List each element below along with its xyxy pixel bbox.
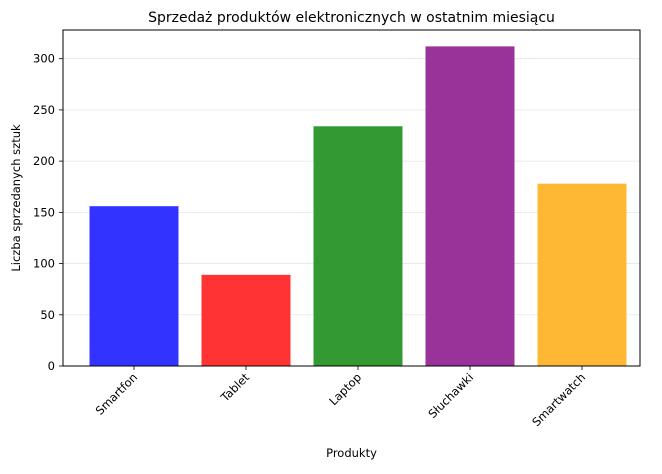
y-axis-label: Liczba sprzedanych sztuk [9,124,23,272]
x-axis-label: Produkty [326,446,377,460]
y-tick-label: 250 [33,103,55,117]
y-tick-label: 150 [33,205,55,219]
bar-słuchawki [425,46,515,366]
y-tick-label: 200 [33,154,55,168]
bar-laptop [313,126,403,366]
plot-area-frame [62,29,641,367]
y-tick-label: 50 [40,308,55,322]
bars [89,46,627,366]
bar-tablet [201,274,291,366]
x-tick-label: Laptop [326,370,364,408]
bar-smartwatch [537,183,627,366]
x-tick-label: Tablet [217,370,252,405]
y-axis-ticks: 0 50 100 150 200 250 300 [33,52,63,373]
x-tick-label: Smartwatch [529,370,588,429]
y-tick-label: 100 [33,257,55,271]
x-tick-label: Smartfon [93,370,140,417]
y-tick-label: 300 [33,52,55,66]
bar-smartfon [89,206,179,366]
x-tick-label: Słuchawki [425,370,476,421]
chart-title: Sprzedaż produktów elektronicznych w ost… [148,10,555,26]
x-axis-ticks: Smartfon Tablet Laptop Słuchawki Smartwatch [93,366,588,429]
y-tick-label: 0 [48,359,55,373]
